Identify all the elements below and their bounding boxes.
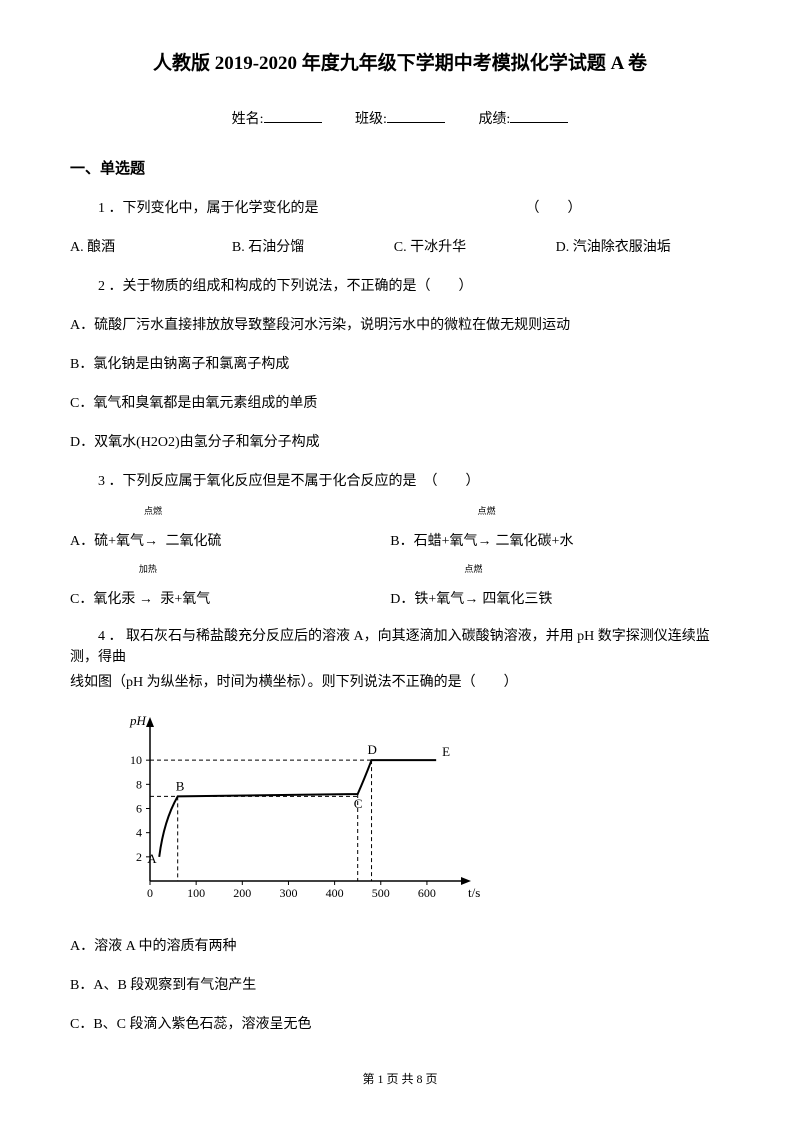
svg-text:6: 6: [136, 802, 142, 816]
svg-text:B: B: [176, 778, 185, 793]
q2-option-c: C．氧气和臭氧都是由氧元素组成的单质: [70, 393, 730, 414]
q3-option-a: A．硫+氧气点燃→ 二氧化硫: [70, 510, 387, 552]
svg-text:0: 0: [147, 886, 153, 900]
q3-option-c: C．氧化汞 加热→ 汞+氧气: [70, 568, 387, 610]
q3-option-b: B．石蜡+氧气点燃→二氧化碳+水: [390, 510, 707, 552]
svg-text:D: D: [368, 742, 377, 757]
q3-option-d: D．铁+氧气点燃→四氧化三铁: [390, 568, 707, 610]
section-1-title: 一、单选题: [70, 158, 730, 181]
q2-option-b: B．氯化钠是由钠离子和氯离子构成: [70, 354, 730, 375]
ph-chart: pHt/s2468100100200300400500600ABCDE: [100, 711, 730, 918]
ph-chart-svg: pHt/s2468100100200300400500600ABCDE: [100, 711, 480, 911]
q1-paren: （ ）: [526, 201, 582, 216]
score-blank[interactable]: [510, 107, 568, 123]
svg-text:pH: pH: [129, 713, 147, 728]
q2-option-d: D．双氧水(H2O2)由氢分子和氧分子构成: [70, 432, 730, 453]
exam-title: 人教版 2019-2020 年度九年级下学期中考模拟化学试题 A 卷: [70, 50, 730, 79]
q1-stem: 1 ．下列变化中，属于化学变化的是 （ ）: [70, 198, 730, 219]
student-info-line: 姓名: 班级: 成绩:: [70, 107, 730, 130]
svg-text:8: 8: [136, 777, 142, 791]
svg-text:2: 2: [136, 850, 142, 864]
svg-text:A: A: [147, 851, 157, 866]
page-footer: 第 1 页 共 8 页: [70, 1070, 730, 1088]
q2-option-a: A．硫酸厂污水直接排放放导致整段河水污染，说明污水中的微粒在做无规则运动: [70, 315, 730, 336]
q4-option-c: C．B、C 段滴入紫色石蕊，溶液呈无色: [70, 1014, 730, 1035]
q2-stem: 2 ．关于物质的组成和构成的下列说法，不正确的是（ ）: [70, 276, 730, 297]
svg-text:100: 100: [187, 886, 205, 900]
svg-text:10: 10: [130, 753, 142, 767]
q3-stem: 3 ．下列反应属于氧化反应但是不属于化合反应的是 （ ）: [70, 471, 730, 492]
class-label: 班级:: [355, 112, 387, 127]
q3-options: A．硫+氧气点燃→ 二氧化硫 B．石蜡+氧气点燃→二氧化碳+水 C．氧化汞 加热…: [70, 510, 730, 626]
q1-option-c: C. 干冰升华: [394, 237, 552, 258]
q4-option-b: B．A、B 段观察到有气泡产生: [70, 975, 730, 996]
svg-text:400: 400: [326, 886, 344, 900]
q1-option-b: B. 石油分馏: [232, 237, 390, 258]
score-label: 成绩:: [478, 112, 510, 127]
svg-text:600: 600: [418, 886, 436, 900]
name-label: 姓名:: [232, 112, 264, 127]
q4-option-a: A．溶液 A 中的溶质有两种: [70, 936, 730, 957]
q1-option-d: D. 汽油除衣服油垢: [556, 237, 714, 258]
svg-text:4: 4: [136, 826, 142, 840]
svg-text:C: C: [354, 796, 363, 811]
q4-stem-line2: 线如图（pH 为纵坐标，时间为横坐标）。则下列说法不正确的是（ ）: [70, 672, 730, 693]
q1-text: 1 ．下列变化中，属于化学变化的是: [98, 201, 319, 216]
q4-stem-line1: 4 ． 取石灰石与稀盐酸充分反应后的溶液 A，向其逐滴加入碳酸钠溶液，并用 pH…: [70, 626, 730, 668]
svg-text:t/s: t/s: [468, 885, 480, 900]
svg-text:500: 500: [372, 886, 390, 900]
name-blank[interactable]: [264, 107, 322, 123]
class-blank[interactable]: [387, 107, 445, 123]
q1-options: A. 酿酒 B. 石油分馏 C. 干冰升华 D. 汽油除衣服油垢: [70, 237, 730, 258]
svg-text:300: 300: [279, 886, 297, 900]
svg-text:200: 200: [233, 886, 251, 900]
q1-option-a: A. 酿酒: [70, 237, 228, 258]
svg-text:E: E: [442, 744, 450, 759]
